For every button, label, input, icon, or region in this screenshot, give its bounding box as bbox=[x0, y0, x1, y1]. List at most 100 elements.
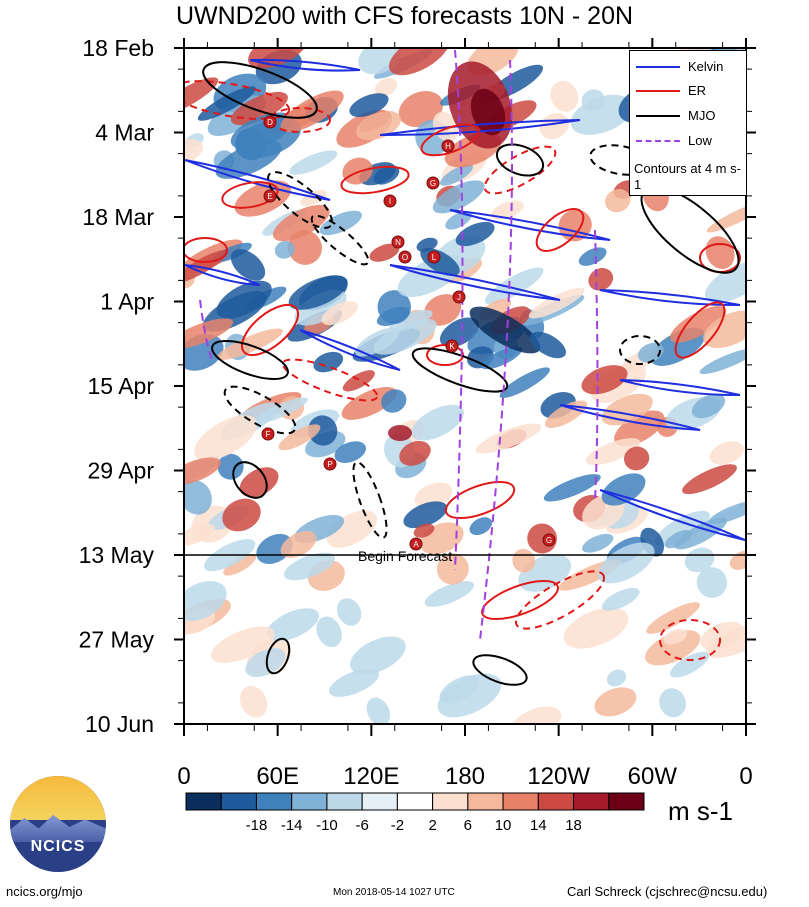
legend-label-mjo: MJO bbox=[688, 108, 716, 123]
colorbar-swatch bbox=[432, 792, 469, 811]
legend: Kelvin ER MJO Low Contours at 4 m s-1 bbox=[629, 50, 747, 196]
anomaly-blob bbox=[588, 268, 614, 291]
anomaly-blob bbox=[398, 91, 444, 127]
x-tick-label: 180 bbox=[445, 763, 485, 790]
anomaly-blob bbox=[709, 441, 744, 465]
tc-marker-label: F bbox=[266, 430, 271, 439]
y-tick-label: 29 Apr bbox=[88, 458, 155, 484]
colorbar-label: -10 bbox=[316, 817, 338, 834]
anomaly-blob bbox=[184, 138, 203, 164]
colorbar-swatch bbox=[326, 792, 363, 811]
anomaly-blob bbox=[594, 687, 637, 717]
anomaly-blob bbox=[256, 533, 293, 565]
anomaly-blob bbox=[313, 351, 344, 373]
mjo-contour-dashed bbox=[619, 335, 661, 365]
anomaly-blob bbox=[623, 446, 650, 471]
mjo-contour-dashed bbox=[267, 171, 333, 229]
anomaly-blob bbox=[230, 91, 288, 126]
anomaly-blob bbox=[230, 249, 266, 281]
anomaly-blob bbox=[601, 393, 653, 426]
mjo-contour bbox=[265, 637, 291, 675]
x-tick-label: 0 bbox=[739, 763, 752, 790]
anomaly-blob bbox=[278, 424, 321, 451]
anomaly-blob bbox=[664, 530, 692, 549]
x-tick-label: 120W bbox=[527, 763, 590, 790]
x-tick-label: 60E bbox=[256, 763, 299, 790]
anomaly-blob bbox=[585, 438, 641, 466]
colorbar-swatch bbox=[502, 792, 539, 811]
anomaly-blob bbox=[455, 221, 495, 247]
footer-left-url: ncics.org/mjo bbox=[6, 884, 83, 899]
anomaly-blob bbox=[289, 150, 338, 175]
anomaly-blob bbox=[217, 453, 244, 480]
anomaly-blob bbox=[374, 78, 398, 97]
anomaly-blob bbox=[581, 89, 605, 112]
legend-item-low: Low bbox=[636, 133, 746, 149]
colorbar-swatch bbox=[573, 792, 610, 811]
anomaly-blob bbox=[240, 685, 268, 718]
anomaly-blob bbox=[403, 501, 448, 529]
anomaly-blob bbox=[645, 630, 701, 666]
chart-title: UWND200 with CFS forecasts 10N - 20N bbox=[175, 2, 634, 30]
tc-marker-label: K bbox=[449, 342, 455, 351]
anomaly-blob bbox=[563, 607, 629, 649]
anomaly-blob bbox=[223, 554, 257, 576]
anomaly-blob bbox=[637, 342, 664, 363]
tc-marker bbox=[441, 139, 455, 153]
logo-text: NCICS bbox=[30, 838, 86, 855]
low-contour bbox=[594, 229, 599, 501]
anomaly-blob bbox=[529, 331, 567, 359]
colorbar-swatch bbox=[255, 792, 293, 811]
colorbar-units: m s-1 bbox=[668, 796, 733, 826]
anomaly-blob bbox=[484, 267, 544, 305]
anomaly-blob bbox=[184, 523, 215, 546]
tc-marker bbox=[452, 290, 466, 304]
anomaly-blob bbox=[416, 237, 438, 252]
anomaly-blob bbox=[436, 553, 469, 585]
kelvin-contour bbox=[249, 58, 361, 72]
anomaly-blob bbox=[184, 581, 227, 621]
mjo-contour bbox=[411, 347, 509, 393]
legend-label-low: Low bbox=[688, 133, 712, 148]
anomaly-blob bbox=[411, 404, 464, 441]
anomaly-blob bbox=[646, 602, 700, 634]
anomaly-blob bbox=[272, 204, 330, 242]
anomaly-blob bbox=[691, 393, 726, 419]
legend-label-er: ER bbox=[688, 83, 707, 98]
anomaly-blob bbox=[328, 668, 380, 697]
y-tick-label: 13 May bbox=[79, 542, 155, 568]
anomaly-blob bbox=[696, 567, 728, 598]
tc-marker-label: A bbox=[413, 540, 419, 549]
anomaly-blob bbox=[413, 523, 435, 538]
anomaly-blob bbox=[184, 457, 221, 485]
ncics-logo: NCICS bbox=[10, 776, 106, 872]
anomaly-blob bbox=[597, 542, 655, 584]
colorbar-label: -14 bbox=[281, 817, 303, 834]
er-contour bbox=[535, 208, 585, 252]
tc-marker-label: I bbox=[389, 197, 391, 206]
mjo-contour-dashed bbox=[352, 461, 388, 539]
anomaly-blob bbox=[528, 287, 585, 319]
anomaly-blob bbox=[481, 346, 523, 370]
anomaly-blob bbox=[274, 240, 295, 259]
er-contour-dashed bbox=[514, 570, 606, 630]
colorbar-swatch bbox=[220, 792, 257, 811]
y-tick-label: 1 Apr bbox=[100, 289, 154, 315]
legend-label-kelvin: Kelvin bbox=[688, 59, 724, 74]
anomaly-blob bbox=[475, 423, 542, 454]
er-contour bbox=[184, 237, 228, 263]
colorbar-swatch bbox=[467, 792, 504, 811]
contour-note: Contours at 4 m s-1 bbox=[634, 161, 741, 192]
colorbar-swatch bbox=[185, 792, 222, 811]
tc-marker-label: D bbox=[267, 118, 273, 127]
anomaly-blob bbox=[437, 673, 502, 718]
y-tick-label: 10 Jun bbox=[85, 711, 154, 737]
er-contour bbox=[340, 165, 410, 195]
er-contour bbox=[444, 480, 516, 520]
anomaly-blob bbox=[578, 247, 607, 266]
anomaly-blob bbox=[342, 157, 373, 185]
wave-contours bbox=[184, 49, 746, 686]
anomaly-blob bbox=[280, 530, 317, 558]
anomaly-blob bbox=[388, 48, 450, 76]
anomaly-blob bbox=[222, 498, 261, 532]
